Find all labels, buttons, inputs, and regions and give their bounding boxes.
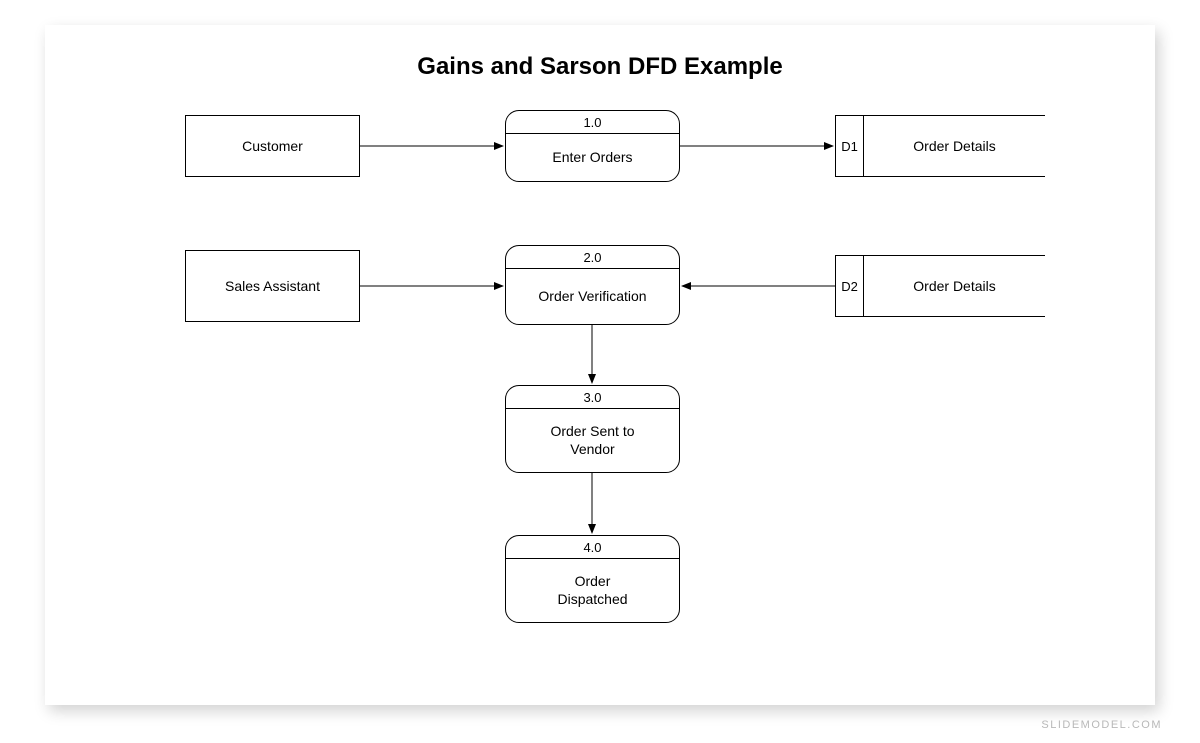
- watermark-text: SLIDEMODEL.COM: [1041, 719, 1162, 731]
- entity-sales-assistant-label: Sales Assistant: [225, 278, 320, 294]
- process-4-label: Order Dispatched: [506, 559, 679, 621]
- datastore-d1-label: Order Details: [864, 116, 1045, 176]
- process-order-dispatched: 4.0 Order Dispatched: [505, 535, 680, 623]
- process-2-label: Order Verification: [506, 269, 679, 323]
- datastore-d2: D2 Order Details: [835, 255, 1045, 317]
- datastore-d1-id: D1: [836, 116, 864, 176]
- process-enter-orders: 1.0 Enter Orders: [505, 110, 680, 182]
- process-3-number: 3.0: [506, 386, 679, 409]
- entity-customer-label: Customer: [242, 138, 303, 154]
- process-3-label: Order Sent to Vendor: [506, 409, 679, 471]
- process-1-label: Enter Orders: [506, 134, 679, 180]
- process-4-number: 4.0: [506, 536, 679, 559]
- process-order-verification: 2.0 Order Verification: [505, 245, 680, 325]
- datastore-d2-id: D2: [836, 256, 864, 316]
- process-1-number: 1.0: [506, 111, 679, 134]
- slide-canvas: Gains and Sarson DFD Example Customer Sa…: [45, 25, 1155, 705]
- diagram-title: Gains and Sarson DFD Example: [45, 53, 1155, 81]
- entity-customer: Customer: [185, 115, 360, 177]
- entity-sales-assistant: Sales Assistant: [185, 250, 360, 322]
- process-2-number: 2.0: [506, 246, 679, 269]
- datastore-d2-label: Order Details: [864, 256, 1045, 316]
- datastore-d1: D1 Order Details: [835, 115, 1045, 177]
- process-order-sent-vendor: 3.0 Order Sent to Vendor: [505, 385, 680, 473]
